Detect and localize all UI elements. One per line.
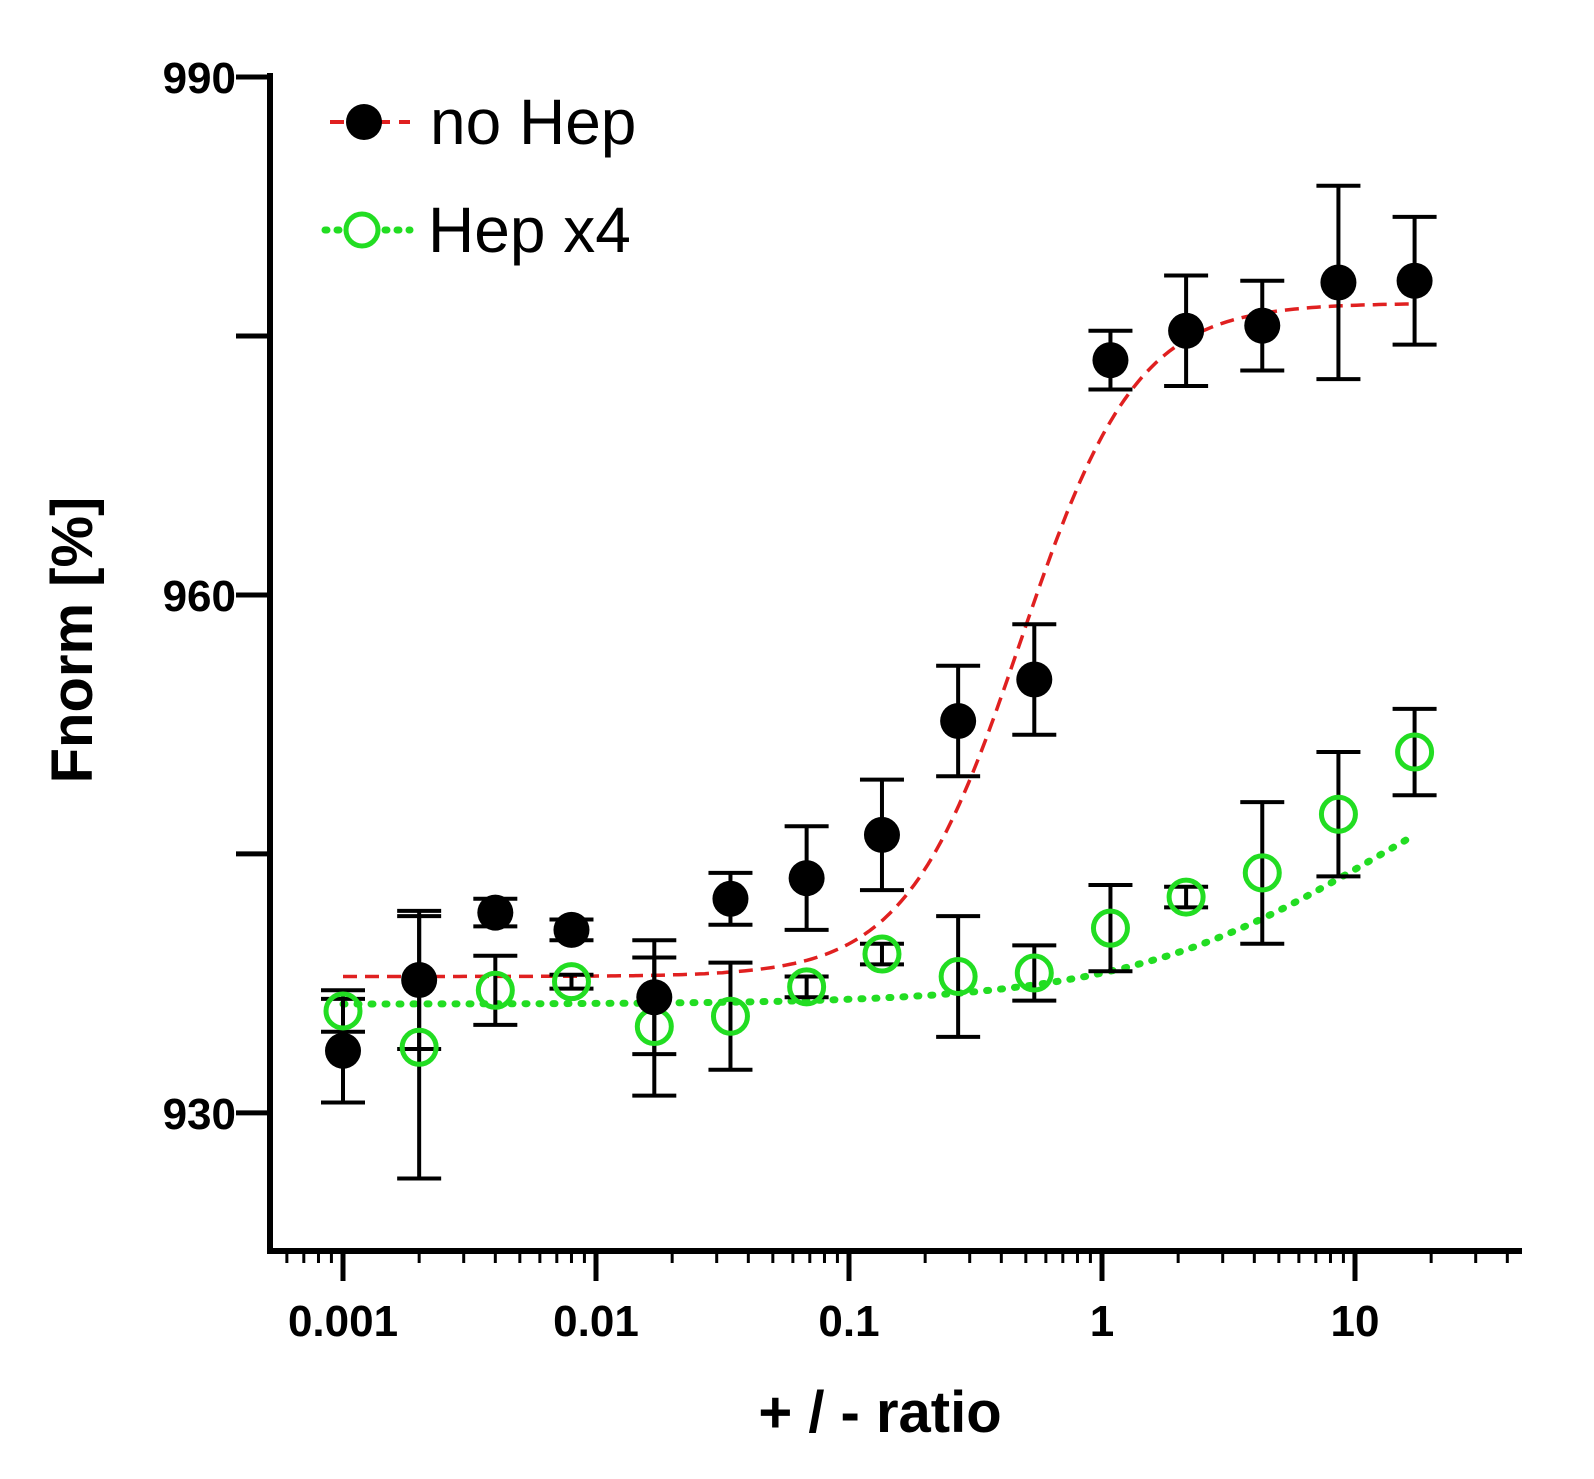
data-point-no-hep bbox=[1016, 661, 1053, 698]
data-point-no-hep bbox=[1168, 312, 1205, 349]
data-point-no-hep bbox=[1092, 342, 1129, 379]
legend: no Hep Hep x4 bbox=[321, 86, 636, 266]
fit-curve-hep-x4 bbox=[339, 831, 1419, 1008]
data-points bbox=[323, 262, 1435, 1069]
data-point-no-hep bbox=[940, 702, 977, 739]
axes bbox=[236, 73, 1522, 1281]
data-point-hep-x4 bbox=[787, 967, 827, 1007]
data-point-hep-x4 bbox=[551, 962, 591, 1002]
data-point-hep-x4 bbox=[323, 991, 363, 1031]
y-tick-label: 960 bbox=[163, 572, 236, 621]
data-point-no-hep bbox=[712, 880, 749, 917]
data-point-hep-x4 bbox=[938, 956, 978, 996]
fit-curve-no-hep bbox=[343, 302, 1415, 979]
tick-labels: 930 960 990 0.001 0.01 0.1 1 10 bbox=[163, 54, 1380, 1346]
x-axis-title: + / - ratio bbox=[758, 1380, 1001, 1445]
data-point-hep-x4 bbox=[710, 996, 750, 1036]
data-point-no-hep bbox=[788, 860, 825, 897]
legend-marker-no-hep bbox=[346, 104, 382, 140]
data-point-no-hep bbox=[1396, 262, 1433, 299]
data-point-no-hep bbox=[636, 979, 673, 1016]
x-tick-label: 1 bbox=[1090, 1297, 1114, 1346]
data-point-no-hep bbox=[1244, 307, 1281, 344]
data-point-no-hep bbox=[401, 961, 438, 998]
data-point-hep-x4 bbox=[1318, 794, 1358, 834]
x-tick-label: 0.1 bbox=[818, 1297, 879, 1346]
y-axis-title: Fnorm [%] bbox=[40, 497, 105, 784]
data-point-no-hep bbox=[553, 911, 590, 948]
x-tick-label: 0.001 bbox=[288, 1297, 398, 1346]
data-point-hep-x4 bbox=[862, 934, 902, 974]
fit-curves bbox=[339, 302, 1419, 1008]
data-point-hep-x4 bbox=[1166, 877, 1206, 917]
data-point-hep-x4 bbox=[1014, 953, 1054, 993]
data-point-no-hep bbox=[477, 894, 514, 931]
data-point-hep-x4 bbox=[399, 1027, 439, 1067]
data-point-no-hep bbox=[863, 816, 900, 853]
y-tick-label: 930 bbox=[163, 1090, 236, 1139]
data-point-hep-x4 bbox=[1395, 732, 1435, 772]
legend-marker-hep-x4 bbox=[343, 211, 381, 249]
data-point-no-hep bbox=[1320, 264, 1357, 301]
data-point-no-hep bbox=[325, 1032, 361, 1069]
y-tick-label: 990 bbox=[163, 54, 236, 103]
data-point-hep-x4 bbox=[1242, 853, 1282, 893]
x-tick-label: 0.01 bbox=[553, 1297, 639, 1346]
x-tick-label: 10 bbox=[1331, 1297, 1380, 1346]
data-point-hep-x4 bbox=[1090, 908, 1130, 948]
legend-label-no-hep: no Hep bbox=[430, 86, 636, 158]
data-point-hep-x4 bbox=[475, 970, 515, 1010]
legend-label-hep-x4: Hep x4 bbox=[428, 194, 631, 266]
